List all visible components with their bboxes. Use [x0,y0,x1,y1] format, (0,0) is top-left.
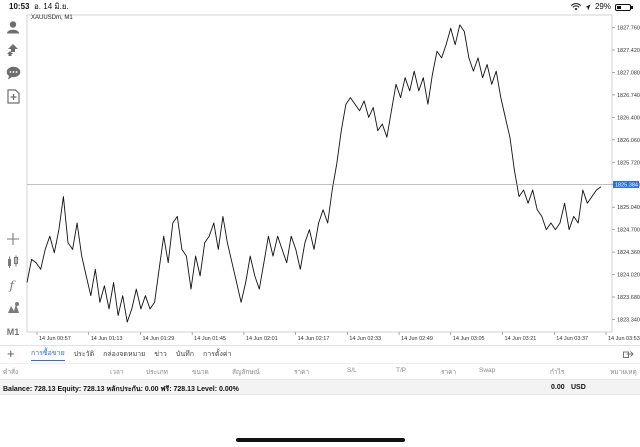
battery-percent: 29% [594,2,611,11]
trade-table-header: คำสั่ง เวลา ประเภท ขนาด สัญลักษณ์ ราคา S/L T/P ร… [0,363,640,377]
x-tick-label: 14 Jun 02:01 [246,336,278,342]
status-date: อ. 14 มิ.ย. [34,2,69,11]
tab-0[interactable]: การซื้อขาย [31,348,65,361]
battery-icon [615,3,633,11]
wifi-icon [570,3,581,11]
y-tick-label: 1827.760 [617,26,640,32]
indicators-icon[interactable] [3,252,23,272]
svg-text:f: f [9,279,17,293]
current-price-label: 1825.384 [615,182,638,188]
price-chart[interactable]: 1827.760 1827.420 1827.080 1826.740 1826.400… [26,14,640,345]
tab-list: การซื้อขาย ประวัติ กล่องจดหมาย ข่าว บันทึก กา… [31,346,231,362]
x-tick-label: 14 Jun 01:45 [194,336,226,342]
column-header-4: สัญลักษณ์ [232,369,260,376]
tab-2[interactable]: กล่องจดหมาย [103,350,146,358]
column-header-11: หมายเหตุ [610,369,637,376]
location-icon [585,4,591,10]
x-tick-label: 14 Jun 02:49 [401,336,433,342]
home-indicator[interactable] [236,438,405,442]
crosshair-icon[interactable] [3,229,23,249]
chart-toolbar: f M1 [0,14,26,344]
column-header-3: ขนาด [192,369,209,376]
y-tick-label: 1827.420 [617,48,640,54]
export-icon[interactable] [623,349,634,358]
tab-4[interactable]: บันทึก [175,350,194,358]
x-tick-label: 14 Jun 01:13 [91,336,123,342]
function-icon[interactable]: f [3,275,23,295]
battery-fill [617,5,621,9]
chart-canvas[interactable]: 1827.760 1827.420 1827.080 1826.740 1826.400… [26,14,640,345]
column-header-5: ราคา [294,369,310,376]
bottom-tab-bar: + การซื้อขาย ประวัติ กล่องจดหมาย ข่าว บันทึก… [0,345,640,362]
account-icon[interactable] [3,17,23,37]
y-tick-label: 1824.360 [617,250,640,256]
y-tick-label: 1826.400 [617,115,640,121]
x-tick-label: 14 Jun 01:29 [142,336,174,342]
column-header-10: กำไร [550,369,565,376]
y-tick-label: 1823.680 [617,295,640,301]
balance-row: Balance: 728.13 Equity: 728.13 หลักประกั… [0,379,640,395]
current-price-tag [613,180,639,188]
tab-3[interactable]: ข่าว [154,350,167,358]
x-tick-label: 14 Jun 02:33 [349,336,381,342]
y-tick-label: 1824.020 [617,273,640,279]
column-header-2: ประเภท [146,369,168,376]
column-header-9: Swap [479,367,496,374]
price-series-line [26,24,602,323]
objects-icon[interactable] [3,298,23,318]
x-tick-label: 14 Jun 00:57 [39,336,71,342]
y-tick-label: 1824.700 [617,228,640,234]
status-bar: 10:53 อ. 14 มิ.ย. 29% [0,0,640,14]
column-header-1: เวลา [110,369,124,376]
x-tick-label: 14 Jun 03:37 [556,336,588,342]
x-tick-label: 14 Jun 03:05 [453,336,485,342]
x-tick-label: 14 Jun 03:21 [505,336,537,342]
y-tick-label: 1826.740 [617,93,640,99]
y-tick-label: 1825.040 [617,205,640,211]
add-icon[interactable]: + [7,346,15,361]
column-header-8: ราคา [441,369,457,376]
tab-1[interactable]: ประวัติ [73,350,95,358]
total-profit: 0.00 [551,384,565,391]
chart-symbol-label: XAUUSDm, M1 [31,15,73,21]
plot-frame [26,14,613,333]
y-tick-label: 1827.080 [617,70,640,76]
tab-5[interactable]: การตั้งค่า [202,350,232,358]
y-tick-label: 1825.720 [617,160,640,166]
profit-currency: USD [571,384,586,391]
chat-icon[interactable] [3,63,23,83]
x-tick-label: 14 Jun 03:53 [608,336,640,342]
column-header-6: S/L [347,367,357,374]
status-time: 10:53 [9,2,30,11]
status-right: 29% [570,0,633,14]
x-tick-label: 14 Jun 02:17 [298,336,330,342]
y-tick-label: 1826.060 [617,138,640,144]
column-header-0: คำสั่ง [3,369,19,376]
column-header-7: T/P [396,367,407,374]
timeframe-label: M1 [6,327,20,337]
balance-summary: Balance: 728.13 Equity: 728.13 หลักประกั… [3,386,239,393]
trade-icon[interactable] [3,40,23,60]
timeframe-button[interactable]: M1 [3,322,23,342]
y-tick-label: 1823.340 [617,317,640,323]
new-chart-icon[interactable] [3,86,23,106]
